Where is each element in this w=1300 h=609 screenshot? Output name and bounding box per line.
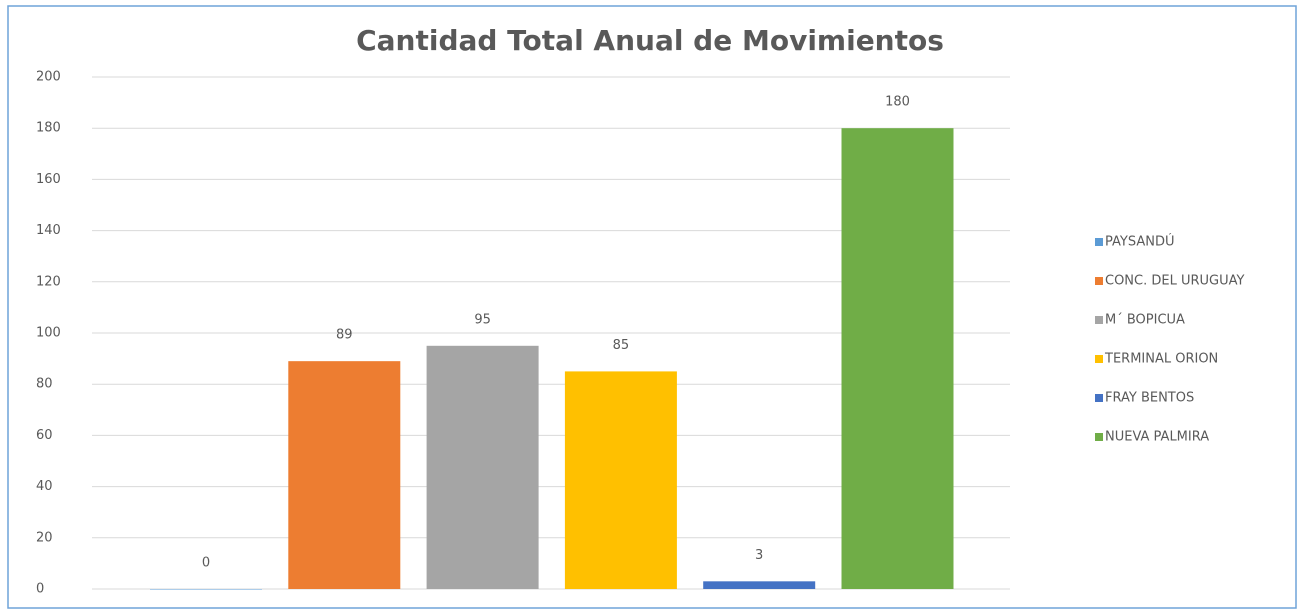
legend-label: M´ BOPICUA [1105,313,1185,328]
bar [426,345,539,589]
legend-swatch [1095,277,1103,285]
y-tick-label: 100 [36,326,61,341]
legend-label: CONC. DEL URUGUAY [1105,274,1245,289]
y-tick-label: 0 [36,582,44,597]
data-label: 85 [613,338,630,353]
y-tick-label: 40 [36,479,53,494]
data-label: 3 [755,548,763,563]
y-tick-label: 60 [36,428,53,443]
legend-swatch [1095,355,1103,363]
bar [703,581,816,589]
y-tick-label: 200 [36,70,61,85]
data-label: 89 [336,328,353,343]
y-tick-label: 20 [36,530,53,545]
y-tick-label: 120 [36,274,61,289]
legend-swatch [1095,238,1103,246]
legend-label: TERMINAL ORION [1104,352,1218,367]
data-label: 95 [474,312,491,327]
legend-label: NUEVA PALMIRA [1105,430,1209,445]
data-label: 180 [885,95,910,110]
bar [564,371,677,589]
y-tick-label: 140 [36,223,61,238]
y-tick-label: 160 [36,172,61,187]
data-label: 0 [202,556,210,571]
chart-title: Cantidad Total Anual de Movimientos [356,24,944,57]
y-tick-label: 180 [36,121,61,136]
legend-label: FRAY BENTOS [1105,391,1194,406]
bar [150,589,262,590]
legend-swatch [1095,433,1103,441]
legend-label: PAYSANDÚ [1105,234,1174,250]
bar [841,128,954,589]
legend-swatch [1095,394,1103,402]
y-tick-label: 80 [36,377,53,392]
bar [288,361,401,589]
legend-swatch [1095,316,1103,324]
